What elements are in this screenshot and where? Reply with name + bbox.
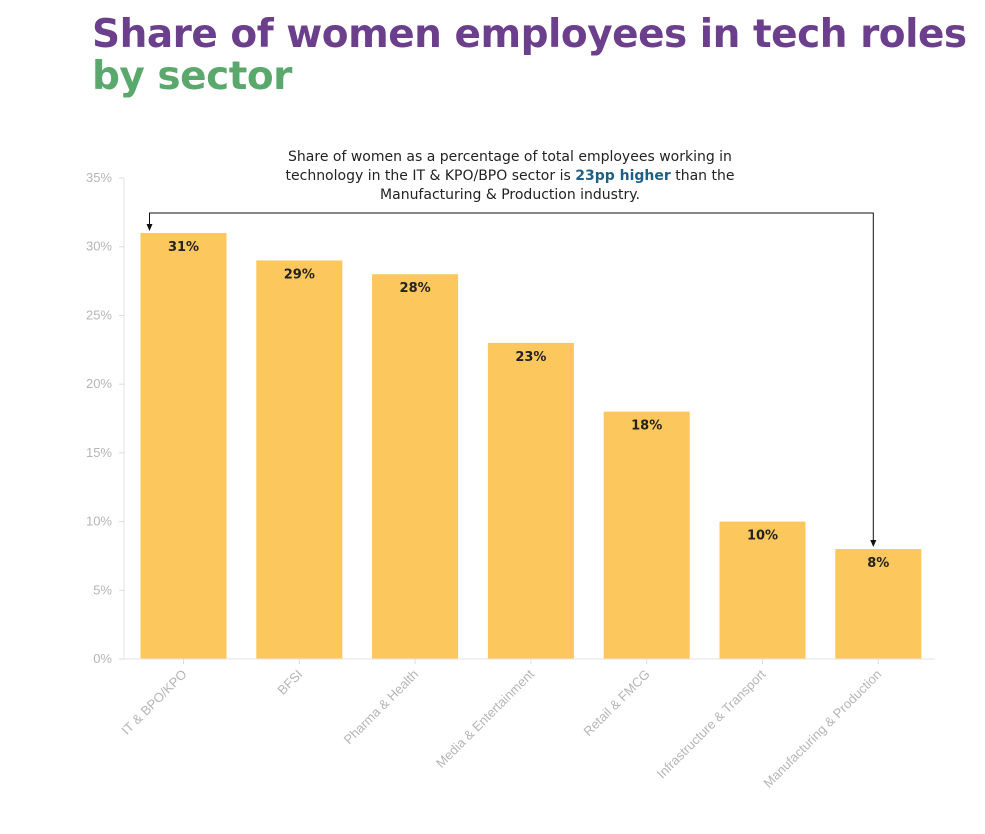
bar-data-label: 10% bbox=[747, 529, 778, 544]
y-tick-label: 0% bbox=[93, 651, 112, 666]
y-axis: 0% 5% 10% 15% 20% 25% 30% 35% bbox=[86, 170, 125, 666]
arrowhead-last-bar bbox=[870, 540, 877, 548]
connector-line bbox=[149, 212, 874, 545]
bars bbox=[140, 232, 922, 659]
y-tick-label: 10% bbox=[86, 514, 112, 529]
annotation-text-after: than the Manufacturing & Production indu… bbox=[380, 168, 735, 203]
x-tick-label: BFSI bbox=[274, 667, 305, 698]
bar bbox=[487, 342, 574, 659]
bar-data-label: 31% bbox=[168, 240, 199, 255]
x-tick-label: IT & BPO/KPO bbox=[118, 667, 189, 738]
x-tick-label: Retail & FMCG bbox=[580, 667, 652, 739]
y-tick-label: 25% bbox=[86, 307, 112, 322]
annotation-text-before: Share of women as a percentage of total … bbox=[285, 149, 732, 184]
bar bbox=[256, 260, 343, 659]
comparison-connector bbox=[146, 212, 877, 548]
x-tick-label: Manufacturing & Production bbox=[760, 667, 884, 791]
x-tick-label: Media & Entertainment bbox=[433, 666, 537, 770]
x-tick-label: Pharma & Health bbox=[341, 667, 422, 748]
bar bbox=[835, 549, 922, 659]
x-axis: IT & BPO/KPO BFSI Pharma & Health Media & E… bbox=[118, 658, 935, 791]
x-tick-label: Infrastructure & Transport bbox=[654, 666, 769, 781]
chart-annotation: Share of women as a percentage of total … bbox=[270, 148, 750, 205]
bar bbox=[372, 274, 459, 659]
y-tick-label: 15% bbox=[86, 445, 112, 460]
y-tick-label: 5% bbox=[93, 582, 112, 597]
bar-data-label: 29% bbox=[284, 267, 315, 282]
y-tick-label: 20% bbox=[86, 376, 112, 391]
bar bbox=[603, 411, 690, 659]
annotation-highlight: 23pp higher bbox=[575, 168, 671, 184]
bar-data-label: 18% bbox=[631, 419, 662, 434]
bar-data-label: 23% bbox=[515, 350, 546, 365]
bar bbox=[140, 232, 227, 659]
bar-data-label: 8% bbox=[867, 556, 889, 571]
arrowhead-first-bar bbox=[146, 223, 153, 231]
y-tick-label: 35% bbox=[86, 170, 112, 185]
title-main: Share of women employees in tech roles bbox=[92, 12, 967, 57]
bar-data-label: 28% bbox=[400, 281, 431, 296]
title-accent: by sector bbox=[92, 54, 292, 99]
bar-data-labels: 31% 29% 28% 23% 18% 10% 8% bbox=[168, 240, 889, 571]
bar bbox=[719, 521, 806, 659]
y-tick-label: 30% bbox=[86, 239, 112, 254]
chart-title: Share of women employees in tech roles b… bbox=[92, 14, 985, 98]
